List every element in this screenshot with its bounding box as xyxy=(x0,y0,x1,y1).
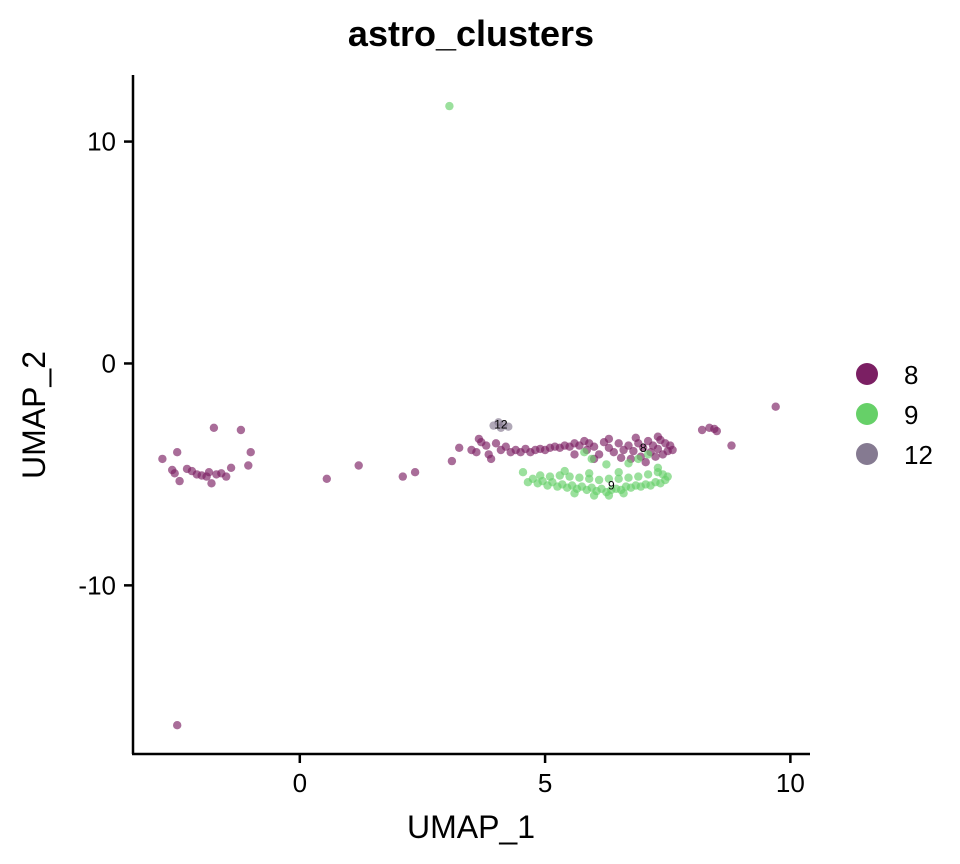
chart-title: astro_clusters xyxy=(348,13,594,54)
data-point xyxy=(398,472,407,481)
data-point xyxy=(246,448,255,457)
data-point xyxy=(447,456,457,466)
cluster-label: 8 xyxy=(640,441,647,455)
legend-label: 8 xyxy=(904,360,918,390)
cluster-labels: 12 8 9 xyxy=(494,418,647,493)
data-point xyxy=(580,448,589,457)
x-tick-label: 5 xyxy=(538,768,552,798)
data-point xyxy=(651,452,660,461)
data-point xyxy=(643,450,653,459)
data-point xyxy=(585,469,594,478)
x-ticks: 0 5 10 xyxy=(293,754,805,798)
data-point xyxy=(653,444,663,454)
data-point xyxy=(609,448,618,457)
data-point xyxy=(244,461,253,470)
data-point xyxy=(570,450,579,459)
data-point xyxy=(209,423,219,432)
data-point xyxy=(354,461,363,470)
data-point xyxy=(643,470,653,479)
data-point xyxy=(222,472,231,481)
data-point xyxy=(226,463,236,472)
data-point xyxy=(604,491,614,500)
data-point xyxy=(322,474,331,483)
y-axis-label: UMAP_2 xyxy=(16,351,52,479)
data-point xyxy=(486,454,496,464)
legend-label: 12 xyxy=(904,440,933,470)
data-point xyxy=(565,472,574,481)
data-point xyxy=(634,472,643,481)
data-point xyxy=(504,422,513,431)
data-point xyxy=(170,469,179,478)
data-point xyxy=(697,425,707,435)
data-point xyxy=(602,460,611,469)
series-9 xyxy=(445,101,672,500)
data-point xyxy=(536,471,545,480)
data-point xyxy=(629,446,638,456)
data-point xyxy=(727,441,736,450)
data-point xyxy=(594,475,604,485)
cluster-label: 9 xyxy=(608,479,615,493)
cluster-label: 12 xyxy=(494,418,508,432)
data-point xyxy=(619,489,628,498)
y-tick-label: 10 xyxy=(87,127,116,157)
series-12 xyxy=(489,418,513,432)
data-point xyxy=(604,474,614,483)
legend-label: 9 xyxy=(904,400,918,430)
data-point xyxy=(631,433,640,442)
data-point xyxy=(614,439,623,448)
data-point xyxy=(604,434,614,444)
data-point xyxy=(545,472,555,481)
data-point xyxy=(236,425,246,435)
series-8 xyxy=(158,402,780,730)
data-point xyxy=(668,445,677,455)
legend: 8 9 12 xyxy=(856,360,933,470)
data-point xyxy=(158,454,167,464)
data-point xyxy=(445,101,454,111)
y-tick-label: 0 xyxy=(102,348,116,378)
data-point xyxy=(614,474,623,483)
data-point xyxy=(653,463,663,472)
data-point xyxy=(173,721,182,730)
data-point xyxy=(589,442,599,451)
data-point xyxy=(518,468,528,477)
data-point xyxy=(472,448,481,457)
data-point xyxy=(614,468,623,477)
y-ticks: -10 0 10 xyxy=(78,127,133,600)
data-point xyxy=(589,491,599,500)
data-point xyxy=(173,448,182,457)
data-point xyxy=(624,441,633,450)
data-point xyxy=(207,479,216,488)
data-point xyxy=(496,423,506,432)
x-tick-label: 10 xyxy=(776,768,805,798)
data-point xyxy=(771,402,780,411)
data-point xyxy=(624,473,633,482)
data-point xyxy=(175,476,184,486)
data-point xyxy=(455,443,464,452)
x-axis-label: UMAP_1 xyxy=(407,809,535,845)
data-point xyxy=(624,459,633,468)
x-tick-label: 0 xyxy=(293,768,307,798)
data-point xyxy=(575,473,584,482)
data-point xyxy=(712,426,721,436)
data-point xyxy=(639,443,648,452)
data-point xyxy=(560,466,569,476)
data-point xyxy=(482,441,491,450)
data-point xyxy=(653,432,663,441)
y-tick-label: -10 xyxy=(78,570,116,600)
legend-key-12 xyxy=(856,443,878,465)
data-point xyxy=(570,489,579,498)
points-layer xyxy=(158,101,780,730)
data-point xyxy=(501,442,510,451)
data-point xyxy=(634,454,643,464)
legend-key-9 xyxy=(856,403,878,425)
data-point xyxy=(587,454,596,464)
legend-key-8 xyxy=(856,363,878,385)
data-point xyxy=(491,439,501,448)
data-point xyxy=(641,458,650,467)
data-point xyxy=(616,453,626,462)
data-point xyxy=(410,468,420,477)
data-point xyxy=(204,468,214,477)
